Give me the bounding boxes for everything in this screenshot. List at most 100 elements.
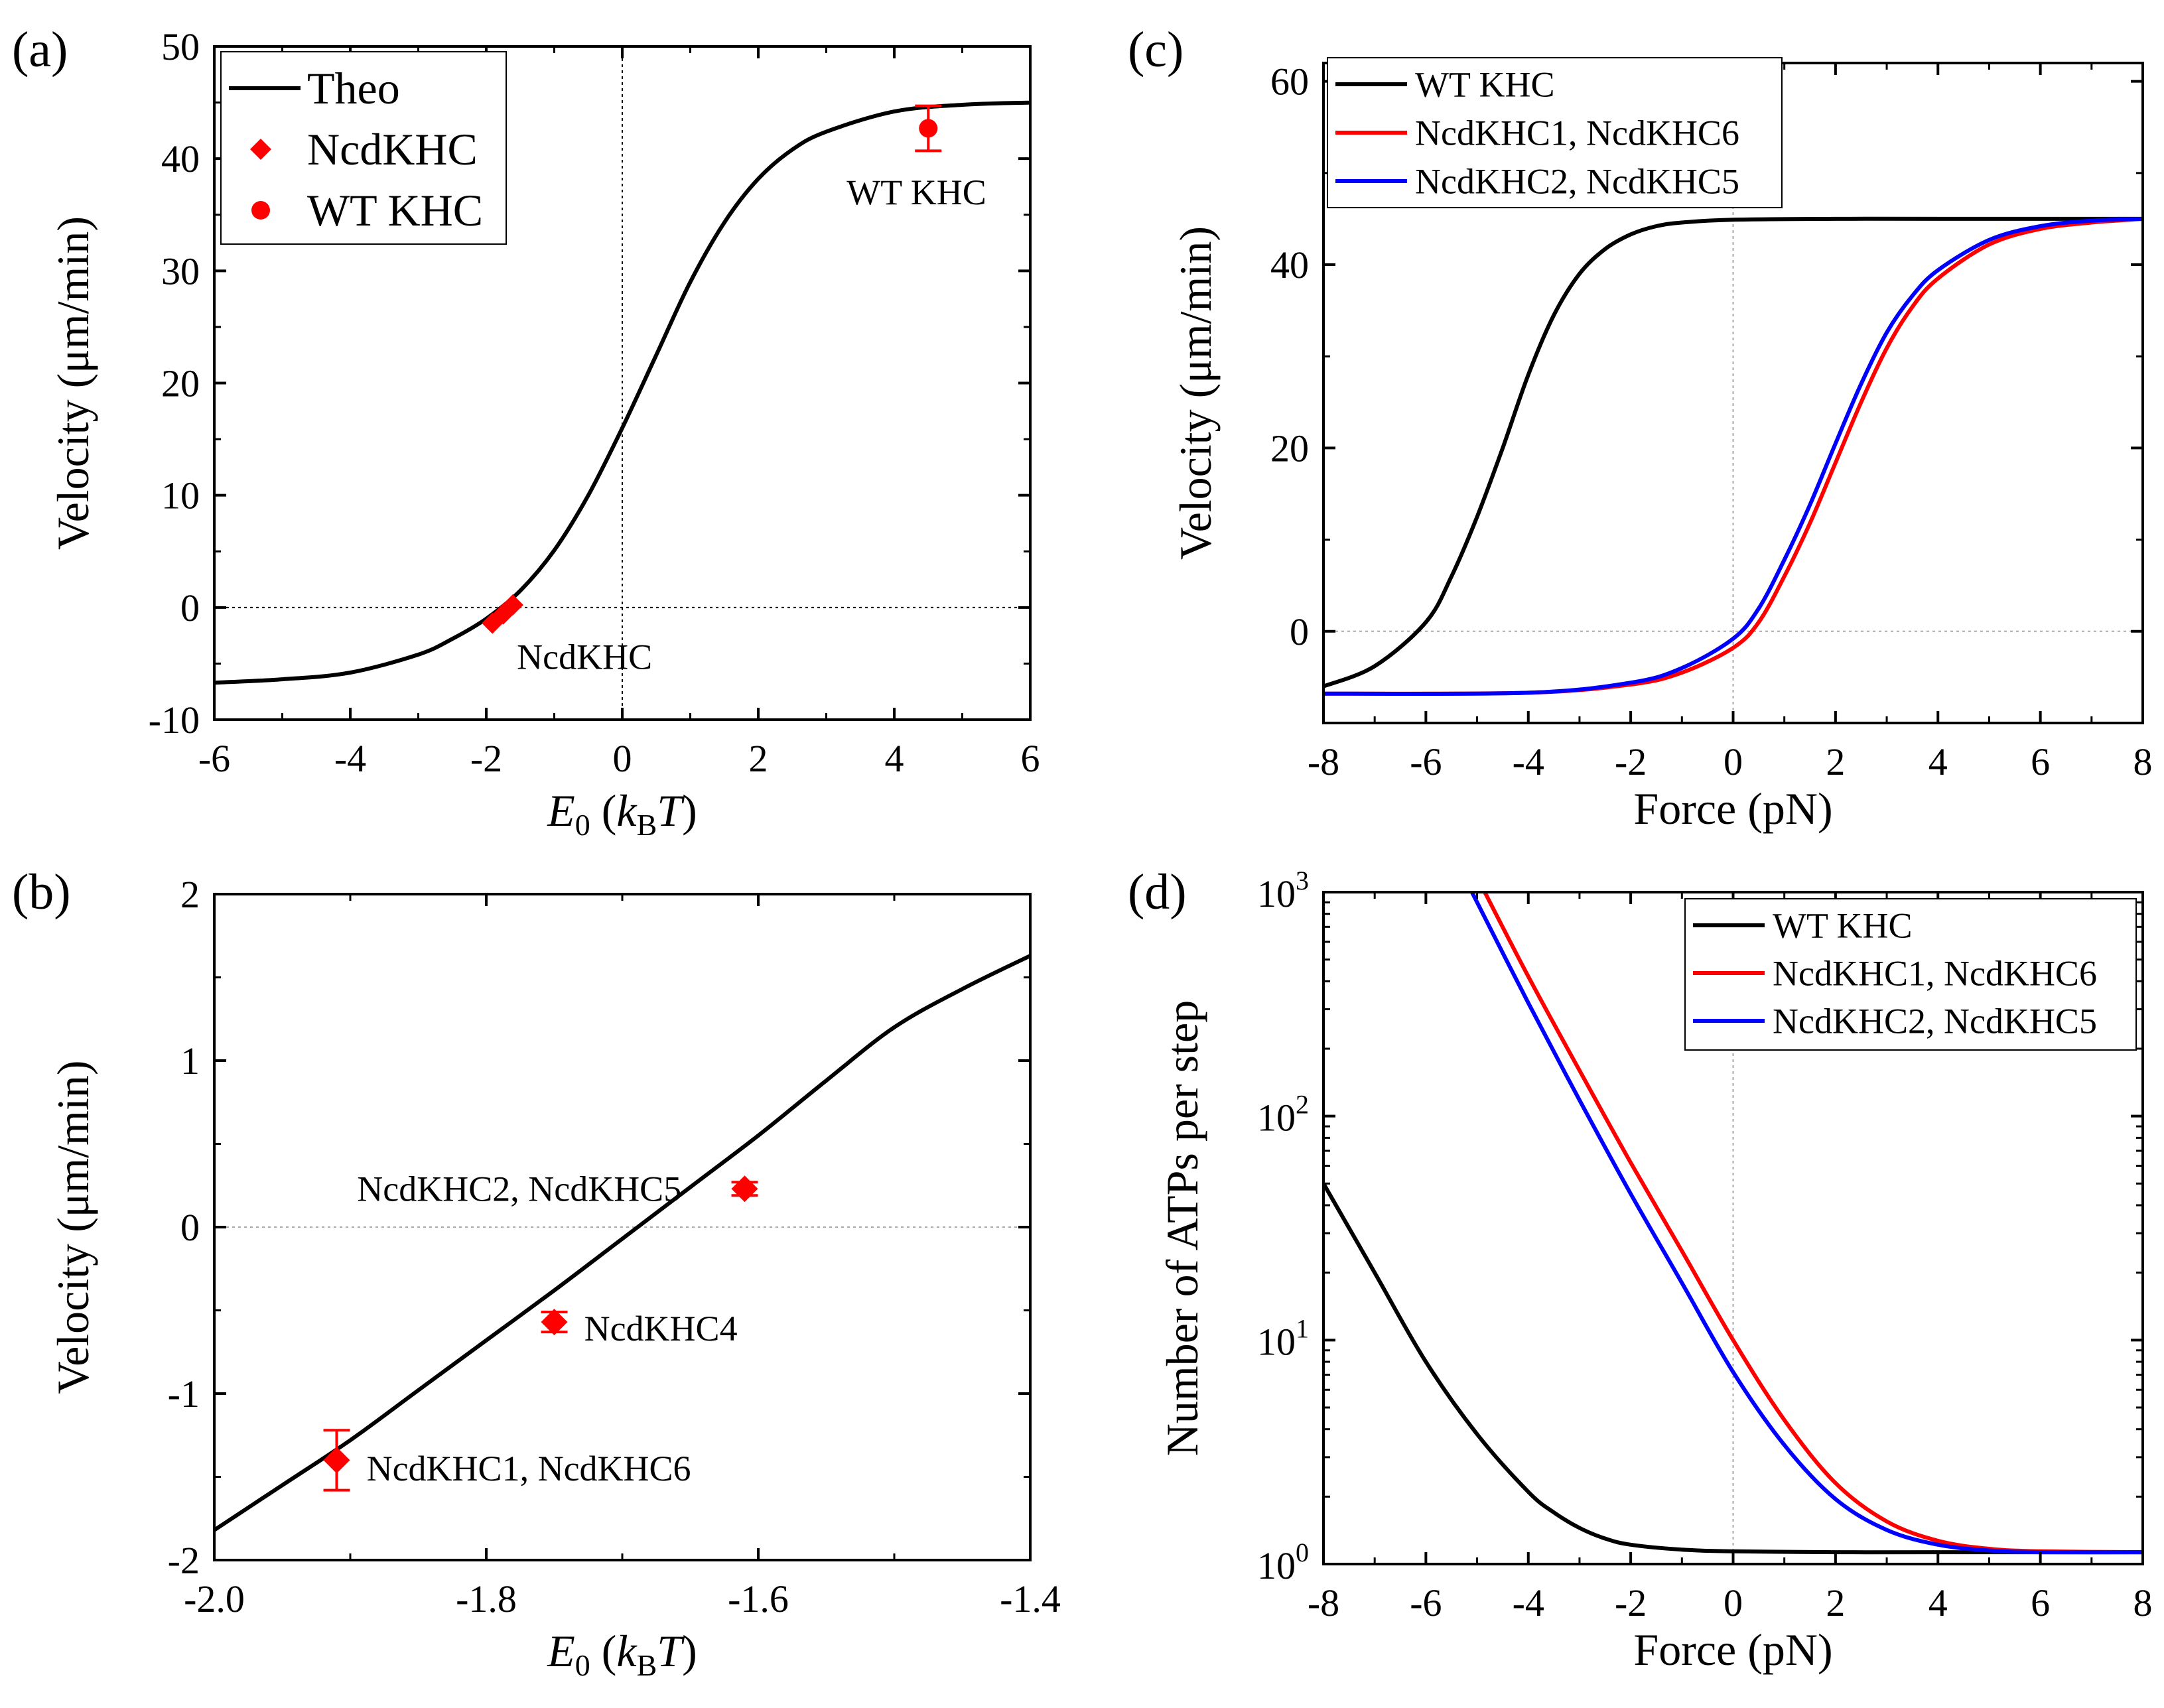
y-tick-exponent: 2 xyxy=(1296,1090,1309,1120)
x-tick-label: 6 xyxy=(1021,737,1040,780)
y-axis-label: Velocity (μm/min) xyxy=(1170,226,1221,560)
y-tick-label: -2 xyxy=(168,1539,200,1582)
series-group xyxy=(1323,216,2143,696)
series-group xyxy=(214,954,1030,1532)
y-tick-label: 50 xyxy=(161,25,200,68)
legend-entry-label: NcdKHC1, NcdKHC6 xyxy=(1773,953,2097,993)
x-tick-label: -1.6 xyxy=(728,1577,789,1620)
panel-label: (d) xyxy=(1128,864,1187,920)
y-axis-label: Number of ATPs per step xyxy=(1157,1000,1207,1456)
panel-label: (a) xyxy=(12,22,68,78)
x-tick-label: -4 xyxy=(1513,1581,1544,1624)
x-axis-label: Force (pN) xyxy=(1633,1624,1832,1675)
y-tick-label: 40 xyxy=(161,137,200,180)
x-tick-label: -2 xyxy=(1615,1581,1647,1624)
series-group xyxy=(1323,892,2143,1555)
panel-c: -8 -6 -4 -2 0 2 4 6 8 0 20 40 60 Force (pN) Velocity (… xyxy=(1128,22,2153,834)
y-tick-base: 10 xyxy=(1257,872,1296,915)
y-tick-label: -10 xyxy=(149,698,200,742)
y-tick-label: 0 xyxy=(180,586,200,629)
legend-entry-label: WT KHC xyxy=(1415,64,1555,104)
x-tick-label: 2 xyxy=(1826,740,1845,783)
y-tick-exponent: 1 xyxy=(1296,1313,1309,1343)
legend: WT KHC NcdKHC1, NcdKHC6 NcdKHC2, NcdKHC5 xyxy=(1327,57,1783,208)
data-point-diamond xyxy=(502,594,523,616)
x-label-E: E xyxy=(547,785,575,836)
x-axis-label: E0 (kBT) xyxy=(547,1626,697,1682)
data-point-circle xyxy=(919,119,938,138)
x-label-k: k xyxy=(616,1626,638,1676)
series-line-theo xyxy=(214,954,1030,1532)
x-tick-label: 6 xyxy=(2031,1581,2050,1624)
x-label-E: E xyxy=(547,1626,575,1676)
x-tick-label: -6 xyxy=(1410,1581,1442,1624)
y-tick-label: 60 xyxy=(1270,60,1309,103)
x-tick-label: 8 xyxy=(2133,740,2153,783)
x-label-T: T xyxy=(657,1626,685,1676)
y-tick-label: 20 xyxy=(1270,427,1309,470)
x-label-subB: B xyxy=(637,808,657,842)
y-tick-label: 2 xyxy=(180,873,200,916)
series-line-theo xyxy=(214,100,1030,685)
x-label-k: k xyxy=(616,785,638,836)
x-axis-label: E0 (kBT) xyxy=(547,785,697,842)
series-line-ncdkhc2-ncdkhc5 xyxy=(1470,892,2143,1555)
x-label-open: ( xyxy=(590,785,617,836)
y-tick-label: 103 xyxy=(1257,866,1309,915)
panel-label: (b) xyxy=(12,864,71,920)
y-tick-label: 0 xyxy=(1290,610,1309,653)
x-tick-label: 4 xyxy=(1928,740,1948,783)
legend-entry-label: NcdKHC1, NcdKHC6 xyxy=(1415,113,1739,153)
data-point-diamond xyxy=(541,1309,568,1336)
x-tick-label: -2 xyxy=(1615,740,1647,783)
legend-entry-label: NcdKHC xyxy=(307,124,478,174)
x-tick-label: -6 xyxy=(1410,740,1442,783)
x-tick-label: 8 xyxy=(2133,1581,2153,1624)
legend-entry-label: Theo xyxy=(307,63,400,113)
legend-entry-label: NcdKHC2, NcdKHC5 xyxy=(1415,161,1739,201)
legend: WT KHC NcdKHC1, NcdKHC6 NcdKHC2, NcdKHC5 xyxy=(1684,898,2137,1051)
y-tick-label: 1 xyxy=(180,1039,200,1083)
legend-entry-label: WT KHC xyxy=(1773,905,1913,945)
annotation-label: NcdKHC2, NcdKHC5 xyxy=(357,1169,681,1209)
legend: Theo NcdKHC WT KHC xyxy=(220,51,507,245)
y-tick-label: 10 xyxy=(161,474,200,517)
series-group xyxy=(214,100,1030,685)
legend-entry-label: WT KHC xyxy=(307,185,483,235)
x-axis-label: Force (pN) xyxy=(1633,783,1832,834)
series-line-wt-khc xyxy=(1323,216,2143,689)
x-label-open: ( xyxy=(590,1626,617,1676)
y-tick-label: 102 xyxy=(1257,1090,1309,1140)
panel-b: -2.0 -1.8 -1.6 -1.4 -2 -1 0 1 2 E0 (kBT) Velocity … xyxy=(12,864,1061,1682)
x-tick-label: 0 xyxy=(613,737,632,780)
x-label-close: ) xyxy=(682,785,697,836)
x-tick-label: 2 xyxy=(1826,1581,1845,1624)
y-tick-base: 10 xyxy=(1257,1544,1296,1587)
y-axis-label: Velocity (μm/min) xyxy=(48,1061,98,1394)
y-tick-label: 100 xyxy=(1257,1538,1309,1587)
x-tick-label: -1.8 xyxy=(456,1577,517,1620)
x-tick-label: 2 xyxy=(749,737,768,780)
series-line-wt-khc xyxy=(1323,1182,2143,1555)
x-tick-label: -1.4 xyxy=(1000,1577,1061,1620)
x-label-subB: B xyxy=(637,1648,657,1682)
y-tick-base: 10 xyxy=(1257,1096,1296,1140)
x-tick-label: -2 xyxy=(470,737,502,780)
y-tick-label: 0 xyxy=(180,1206,200,1249)
x-tick-label: -8 xyxy=(1308,740,1339,783)
x-tick-label: 6 xyxy=(2031,740,2050,783)
x-label-close: ) xyxy=(682,1626,697,1676)
x-tick-label: -8 xyxy=(1308,1581,1339,1624)
series-line-ncdkhc2-ncdkhc5 xyxy=(1323,216,2143,696)
y-tick-exponent: 0 xyxy=(1296,1538,1309,1567)
x-tick-label: 0 xyxy=(1724,740,1743,783)
data-point-diamond xyxy=(323,1447,350,1474)
annotation-label: NcdKHC xyxy=(517,637,652,677)
y-tick-label: -1 xyxy=(168,1372,200,1415)
annotation-label: NcdKHC1, NcdKHC6 xyxy=(367,1449,691,1488)
x-tick-label: 4 xyxy=(1928,1581,1948,1624)
x-tick-label: -2.0 xyxy=(184,1577,245,1620)
y-tick-base: 10 xyxy=(1257,1320,1296,1363)
